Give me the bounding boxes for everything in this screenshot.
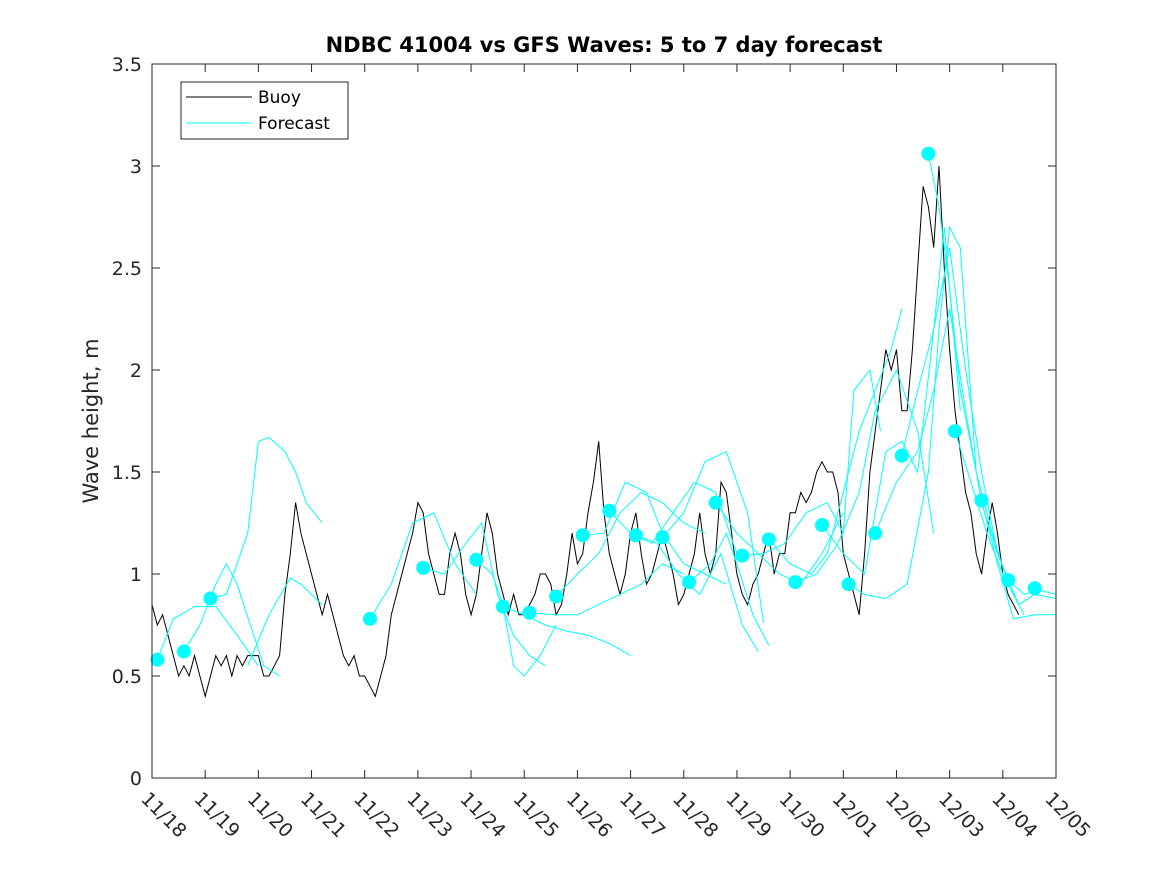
- y-tick-label: 2.5: [112, 258, 142, 280]
- y-tick-label: 3: [130, 156, 142, 178]
- forecast-line: [210, 436, 323, 599]
- legend-box: [180, 81, 349, 140]
- forecast-point: [1001, 573, 1016, 588]
- forecast-point: [416, 560, 431, 575]
- forecast-point: [841, 577, 856, 592]
- y-tick-label: 1: [130, 564, 142, 586]
- legend: Buoy Forecast: [180, 81, 349, 140]
- forecast-point: [708, 495, 723, 510]
- forecast-point: [894, 448, 909, 463]
- plot-background: [152, 64, 1056, 778]
- forecast-line: [874, 308, 998, 554]
- forecast-line: [529, 563, 685, 616]
- forecast-point: [628, 528, 643, 543]
- forecast-line: [423, 521, 546, 667]
- forecast-point: [947, 424, 962, 439]
- forecast-line: [555, 491, 706, 597]
- forecast-point: [815, 518, 830, 533]
- forecast-point: [682, 575, 697, 590]
- chart-title: NDBC 41004 vs GFS Waves: 5 to 7 day fore…: [326, 33, 883, 57]
- forecast-line: [768, 308, 903, 575]
- forecast-line: [688, 531, 770, 646]
- forecast-line: [662, 450, 764, 624]
- forecast-point: [921, 146, 936, 161]
- forecast-point: [868, 526, 883, 541]
- y-tick-label: 3.5: [112, 54, 142, 76]
- forecast-point: [495, 599, 510, 614]
- y-axis: 0 0.5 1 1.5 2 2.5 3 3.5: [112, 54, 1056, 790]
- forecast-point: [602, 503, 617, 518]
- forecast-line: [901, 247, 1020, 605]
- y-tick-label: 2: [130, 360, 142, 382]
- forecast-point: [788, 575, 803, 590]
- plot-area: 00.511.522.533.5 11/1811/1911/2011/2111/…: [112, 54, 1095, 842]
- forecast-line: [247, 577, 323, 666]
- forecast-line: [369, 512, 477, 620]
- forecast-line: [848, 225, 977, 600]
- forecast-line: [821, 227, 961, 576]
- forecast-line: [476, 559, 557, 677]
- forecast-line: [981, 500, 1056, 620]
- forecast-line: [715, 502, 844, 585]
- forecast-point: [203, 591, 218, 606]
- forecast-line: [183, 562, 280, 677]
- forecast-point: [761, 532, 776, 547]
- forecast-line: [635, 534, 759, 652]
- y-tick-label: 0.5: [112, 666, 142, 688]
- forecast-line: [582, 481, 727, 585]
- forecast-point: [150, 652, 165, 667]
- forecast-point: [735, 548, 750, 563]
- legend-buoy-label: Buoy: [258, 88, 301, 108]
- forecast-point: [655, 530, 670, 545]
- forecast-line: [795, 368, 935, 583]
- forecast-point: [522, 605, 537, 620]
- forecast-line: [742, 368, 881, 557]
- plot-frame: [151, 63, 1057, 779]
- forecast-point: [363, 611, 378, 626]
- forecast-line: [156, 606, 259, 667]
- y-tick-label: 1.5: [112, 462, 142, 484]
- forecast-point: [575, 528, 590, 543]
- forecast-point: [549, 589, 564, 604]
- forecast-point: [469, 552, 484, 567]
- legend-forecast-label: Forecast: [258, 114, 330, 134]
- forecast-point: [1027, 581, 1042, 596]
- forecast-point: [974, 493, 989, 508]
- forecast-markers: [150, 146, 1042, 667]
- y-axis-label: Wave height, m: [79, 338, 103, 503]
- forecast-point: [176, 644, 191, 659]
- y-tick-label: 0: [130, 768, 142, 790]
